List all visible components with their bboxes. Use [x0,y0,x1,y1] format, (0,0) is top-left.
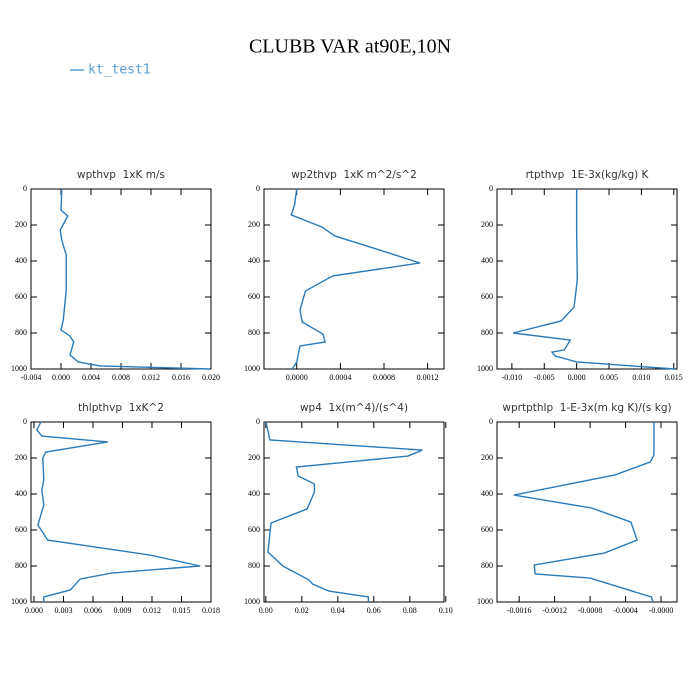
x-tick-label: 0.004 [82,373,100,382]
panel-title: wp2thvp 1xK m^2/s^2 [291,169,417,181]
plot-frame [30,188,212,370]
x-tick-label: -0.0004 [613,606,638,615]
y-tick-label: 600 [248,525,260,534]
plot-frame [496,421,678,603]
y-tick-label: 800 [481,561,493,570]
x-tick-label: 0.0008 [373,373,395,382]
x-tick-label: 0.0004 [329,373,351,382]
data-line [36,421,201,602]
x-tick-label: 0.005 [600,373,618,382]
x-tick-label: -0.0008 [578,606,603,615]
y-tick-label: 600 [481,292,493,301]
x-tick-label: 0.0012 [417,373,439,382]
x-tick-label: 0.02 [295,606,309,615]
y-tick-label: 400 [481,256,493,265]
x-tick-label: -0.010 [502,373,523,382]
x-tick-label: 0.015 [665,373,683,382]
y-tick-label: 200 [248,453,260,462]
y-tick-label: 1000 [244,364,260,373]
x-tick-label: 0.009 [113,606,131,615]
y-tick-label: 800 [15,328,27,337]
y-tick-label: 1000 [477,364,493,373]
figure-title: CLUBB VAR at90E,10N [249,36,451,58]
y-tick-label: 200 [248,220,260,229]
data-line [59,188,211,370]
x-tick-label: 0.012 [143,606,161,615]
x-tick-label: -0.0000 [649,606,674,615]
y-tick-label: 400 [248,256,260,265]
x-tick-label: 0.008 [112,373,130,382]
x-tick-label: 0.003 [54,606,72,615]
y-tick-label: 600 [15,525,27,534]
y-tick-label: 200 [481,220,493,229]
panel-title: wprtpthlp 1-E-3x(m kg K)/(s kg) [502,402,671,414]
x-tick-label: 0.000 [568,373,586,382]
data-line [265,421,423,602]
y-tick-label: 800 [15,561,27,570]
x-tick-label: 0.04 [331,606,345,615]
y-tick-label: 400 [15,256,27,265]
x-tick-label: 0.016 [172,373,190,382]
y-tick-label: 1000 [11,597,27,606]
x-tick-label: 0.00 [259,606,273,615]
data-line [513,422,655,603]
x-tick-label: 0.018 [202,606,220,615]
y-tick-label: 0 [489,417,493,426]
plot-frame [496,188,678,370]
y-tick-label: 800 [248,328,260,337]
y-tick-label: 600 [481,525,493,534]
x-tick-label: 0.08 [403,606,417,615]
y-tick-label: 600 [248,292,260,301]
y-tick-label: 200 [15,453,27,462]
y-tick-label: 800 [481,328,493,337]
x-tick-label: -0.0012 [542,606,567,615]
y-tick-label: 200 [15,220,27,229]
data-line [290,188,421,370]
x-tick-label: -0.004 [21,373,42,382]
x-tick-label: 0.006 [84,606,102,615]
y-tick-label: 400 [15,489,27,498]
x-tick-label: 0.015 [172,606,190,615]
panel-title: wp4 1x(m^4)/(s^4) [300,402,408,414]
x-tick-label: -0.005 [534,373,555,382]
x-tick-label: 0.000 [52,373,70,382]
plot-frame [30,421,212,603]
y-tick-label: 0 [256,417,260,426]
x-tick-label: 0.10 [439,606,453,615]
panel-title: wpthvp 1xK m/s [77,169,165,181]
y-tick-label: 1000 [477,597,493,606]
y-tick-label: 600 [15,292,27,301]
y-tick-label: 400 [248,489,260,498]
x-tick-label: 0.012 [142,373,160,382]
y-tick-label: 0 [489,184,493,193]
x-tick-label: -0.0016 [507,606,532,615]
plot-frame [263,421,445,603]
x-tick-label: 0.06 [367,606,381,615]
y-tick-label: 1000 [11,364,27,373]
y-tick-label: 400 [481,489,493,498]
x-tick-label: 0.010 [632,373,650,382]
panel-title: rtpthvp 1E-3x(kg/kg) K [526,169,650,181]
y-tick-label: 800 [248,561,260,570]
y-tick-label: 0 [23,417,27,426]
panel-title: thlpthvp 1xK^2 [78,402,164,414]
y-tick-label: 200 [481,453,493,462]
y-tick-label: 0 [256,184,260,193]
y-tick-label: 0 [23,184,27,193]
x-tick-label: 0.000 [25,606,43,615]
y-tick-label: 1000 [244,597,260,606]
legend-label: kt_test1 [88,63,151,78]
data-line [513,189,676,370]
x-tick-label: 0.020 [202,373,220,382]
plot-frame [263,188,445,370]
x-tick-label: 0.0000 [286,373,308,382]
